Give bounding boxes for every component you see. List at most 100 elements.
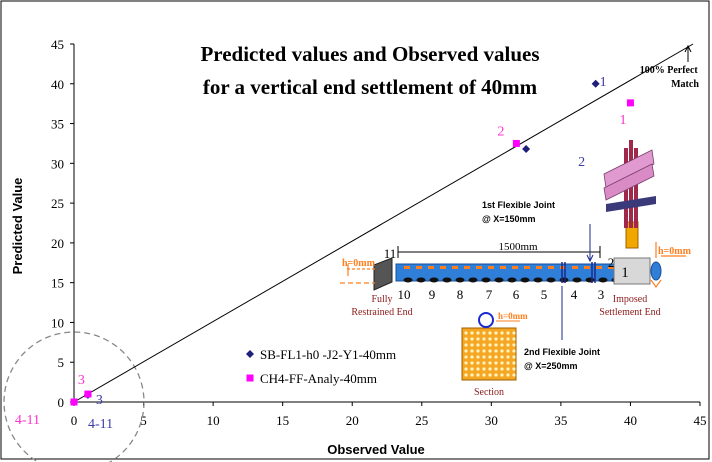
point-square <box>512 139 520 147</box>
pipe-marker <box>452 266 458 269</box>
point-label: 1 <box>600 75 607 90</box>
section-dot <box>512 343 516 347</box>
point-label: 3 <box>96 393 103 408</box>
section-dot <box>512 331 516 335</box>
point-label: 4-11 <box>88 417 113 432</box>
y-tick-label: 45 <box>51 37 64 52</box>
section-dot <box>470 337 474 341</box>
span-label: 1500mm <box>498 241 538 253</box>
x-tick-label: 30 <box>485 413 498 428</box>
section-dot <box>476 361 480 365</box>
pipe-hole <box>468 277 478 283</box>
pipe-hole <box>455 277 465 283</box>
joint1-label-line2: @ X=150mm <box>482 214 536 224</box>
section-dot <box>464 355 468 359</box>
section-dot <box>506 355 510 359</box>
pipe-marker <box>596 266 602 269</box>
section-dot <box>500 349 504 353</box>
pipe-hole <box>481 277 491 283</box>
section-dot <box>464 337 468 341</box>
section-dot <box>500 361 504 365</box>
y-axis-label: Predicted Value <box>10 178 25 275</box>
segment-number: 5 <box>541 287 548 302</box>
point-label: 2 <box>497 124 504 139</box>
section-dot <box>470 367 474 371</box>
section-dot <box>506 343 510 347</box>
segment-numbers: 11 10 9 8 7 6 5 4 3 21 <box>384 246 629 302</box>
section-dot <box>476 337 480 341</box>
h-label-left: h=0mm <box>342 258 376 269</box>
section-dot <box>470 331 474 335</box>
pipe-marker <box>572 266 578 269</box>
segment-number: 3 <box>598 287 605 302</box>
section-dot <box>470 355 474 359</box>
segment-number: 9 <box>429 287 436 302</box>
y-tick-label: 0 <box>58 395 65 410</box>
pipe-marker <box>548 266 554 269</box>
joint2-label-line1: 2nd Flexible Joint <box>524 347 600 357</box>
section-dot <box>476 349 480 353</box>
pipe-surface-markers <box>404 266 614 269</box>
y-tick-label: 10 <box>51 315 64 330</box>
joint2-label-line2: @ X=250mm <box>524 361 578 371</box>
pipe-marker <box>464 266 470 269</box>
point-label: 4-11 <box>15 413 40 428</box>
segment-number: 2 <box>608 255 615 270</box>
point-label: 1 <box>619 113 626 128</box>
joint1-label-line1: 1st Flexible Joint <box>482 200 555 210</box>
pipe-hole <box>559 277 569 283</box>
pipe-marker <box>476 266 482 269</box>
point-label: 3 <box>78 373 85 388</box>
point-square <box>84 390 92 398</box>
section-dot <box>500 331 504 335</box>
pipe-hole <box>507 277 517 283</box>
origin-highlight-circle <box>3 331 145 462</box>
section-dot <box>482 373 486 377</box>
pipe-marker <box>500 266 506 269</box>
pipe-hole <box>403 277 413 283</box>
section-dot <box>506 349 510 353</box>
section-dot <box>500 355 504 359</box>
section-h-label: h=0mm <box>498 311 528 321</box>
section-dot <box>470 349 474 353</box>
point-square <box>70 398 78 406</box>
y-tick-label: 15 <box>51 276 64 291</box>
segment-number: 4 <box>571 287 578 302</box>
perfect-match-label: 100% Perfect Match <box>640 65 701 90</box>
section-dot <box>494 337 498 341</box>
section-dot <box>512 361 516 365</box>
y-tick-label: 25 <box>51 196 64 211</box>
segment-number: 10 <box>398 287 411 302</box>
section-dot <box>482 337 486 341</box>
section-dot <box>476 373 480 377</box>
flexible-joint-2 <box>591 262 596 283</box>
section-dot <box>488 361 492 365</box>
x-tick-label: 20 <box>346 413 359 428</box>
section-dot <box>500 367 504 371</box>
restrained-end-label-line1: Fully <box>371 294 392 305</box>
settlement-end-block <box>613 257 651 285</box>
section-dot <box>488 331 492 335</box>
beam-web <box>603 163 655 201</box>
section-dot <box>512 373 516 377</box>
section-dot <box>488 337 492 341</box>
chart-title-line1: Predicted values and Observed values <box>200 42 539 66</box>
y-tick-label: 5 <box>58 355 65 370</box>
segment-number: 8 <box>457 287 464 302</box>
section-dot <box>482 343 486 347</box>
beam-bottom-plate <box>606 196 656 212</box>
section-dot <box>470 373 474 377</box>
section-dot <box>494 355 498 359</box>
section-dot <box>476 355 480 359</box>
section-dot <box>470 343 474 347</box>
pipe-hole <box>598 277 608 283</box>
section-dot <box>488 367 492 371</box>
section-dot <box>500 343 504 347</box>
segment-number: 6 <box>513 287 520 302</box>
section-dot <box>494 361 498 365</box>
x-tick-label: 15 <box>276 413 289 428</box>
section-dot <box>464 361 468 365</box>
